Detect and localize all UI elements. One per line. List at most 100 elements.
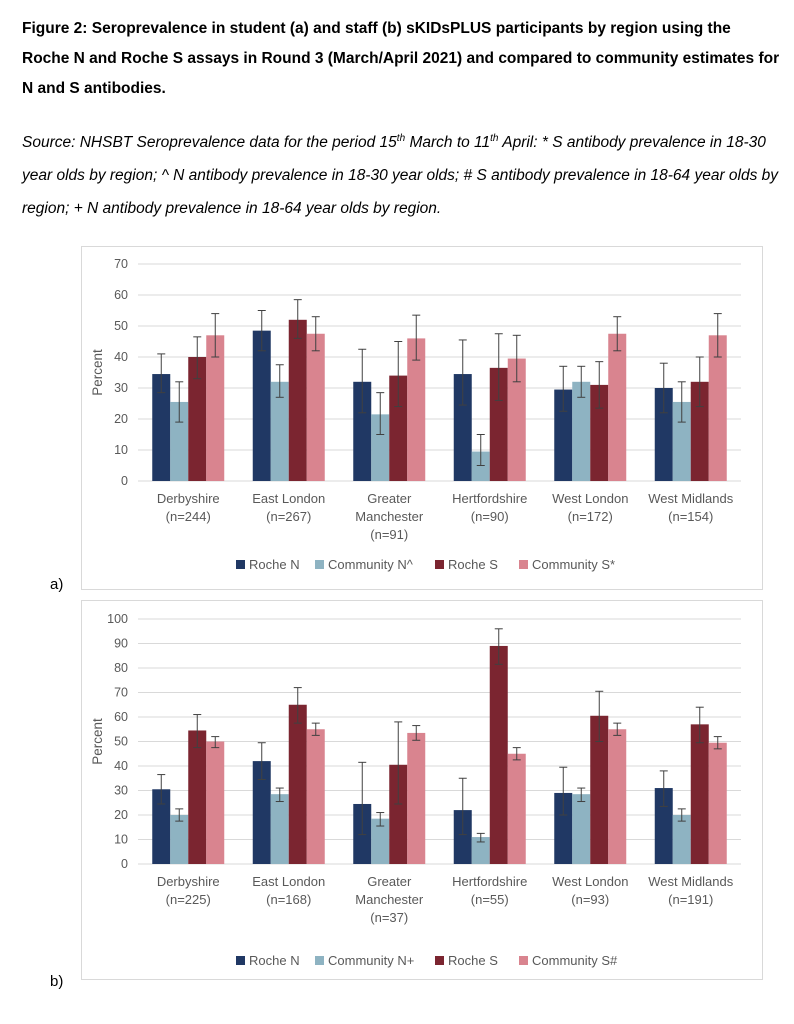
x-category-label: West Midlands xyxy=(648,491,734,506)
x-category-label: (n=191) xyxy=(668,892,713,907)
bar xyxy=(453,374,472,481)
y-tick-label: 70 xyxy=(114,257,128,271)
bar xyxy=(471,837,490,864)
legend-swatch xyxy=(519,956,528,965)
bar xyxy=(654,788,673,864)
bar xyxy=(206,335,225,481)
y-tick-label: 20 xyxy=(114,808,128,822)
x-category-label: (n=168) xyxy=(266,892,311,907)
legend-swatch xyxy=(315,956,324,965)
legend-label: Roche S xyxy=(448,557,498,572)
x-category-label: (n=91) xyxy=(370,527,408,542)
legend-swatch xyxy=(236,560,245,569)
bar xyxy=(306,333,325,481)
x-category-label: Greater xyxy=(367,874,412,889)
x-category-label: West London xyxy=(552,491,628,506)
bar xyxy=(572,794,591,864)
x-category-label: (n=244) xyxy=(166,509,211,524)
x-category-label: (n=225) xyxy=(166,892,211,907)
y-tick-label: 10 xyxy=(114,443,128,457)
y-tick-label: 90 xyxy=(114,637,128,651)
source-note-superscript-1: th xyxy=(396,132,406,144)
bar xyxy=(690,381,709,481)
x-category-label: Manchester xyxy=(355,892,424,907)
bar xyxy=(389,764,408,864)
x-category-label: Derbyshire xyxy=(157,874,220,889)
bar xyxy=(690,724,709,864)
bar xyxy=(371,818,390,864)
legend-swatch xyxy=(435,956,444,965)
bar xyxy=(152,374,171,481)
source-note-part-2: March to 11 xyxy=(405,134,491,151)
bar xyxy=(489,645,508,864)
x-category-label: Greater xyxy=(367,491,412,506)
chart-students-svg: 0 10 20 30 40 50 60 70 Percent Derbyshire (n=244) E… xyxy=(90,257,741,572)
bar xyxy=(708,335,727,481)
bar xyxy=(252,761,271,864)
x-category-label: (n=154) xyxy=(668,509,713,524)
y-tick-label: 70 xyxy=(114,686,128,700)
y-tick-label: 30 xyxy=(114,381,128,395)
bar xyxy=(590,384,609,481)
x-category-label: Hertfordshire xyxy=(452,491,527,506)
legend-swatch xyxy=(236,956,245,965)
legend-label: Community N^ xyxy=(328,557,414,572)
bar xyxy=(507,753,526,864)
bar xyxy=(590,715,609,864)
bar xyxy=(252,330,271,481)
bar xyxy=(453,810,472,864)
bar xyxy=(288,704,307,864)
x-category-label: East London xyxy=(252,874,325,889)
y-tick-label: 50 xyxy=(114,319,128,333)
panel-label-b: b) xyxy=(50,973,64,990)
bar xyxy=(471,451,490,481)
panel-label-a: a) xyxy=(50,576,64,593)
bar xyxy=(407,338,426,481)
y-tick-label: 0 xyxy=(121,474,128,488)
source-note-part-3: April: * S antibody prevalence in 18-30 … xyxy=(22,134,779,217)
bar xyxy=(672,401,691,481)
bar xyxy=(270,794,289,864)
chart-panel-students: 0 10 20 30 40 50 60 70 Percent Derbyshire (n=244) E… xyxy=(81,246,763,590)
y-tick-label: 40 xyxy=(114,759,128,773)
y-tick-label: 60 xyxy=(114,288,128,302)
bar xyxy=(389,375,408,481)
y-tick-label: 60 xyxy=(114,710,128,724)
bar xyxy=(188,357,207,481)
x-category-label: (n=93) xyxy=(571,892,609,907)
chart-panel-staff: 0 10 20 30 40 50 60 70 80 90 100 Percent Derbyshire (… xyxy=(81,600,763,980)
y-tick-label: 30 xyxy=(114,784,128,798)
y-axis-title: Percent xyxy=(90,718,105,765)
legend-label: Community S* xyxy=(532,557,615,572)
x-category-label: (n=267) xyxy=(266,509,311,524)
x-category-label: West London xyxy=(552,874,628,889)
bar xyxy=(554,792,573,864)
x-category-label: (n=55) xyxy=(471,892,509,907)
bar xyxy=(708,742,727,864)
figure-source-note: Source: NHSBT Seroprevalence data for th… xyxy=(22,126,782,225)
y-tick-label: 50 xyxy=(114,735,128,749)
bar xyxy=(353,381,372,481)
y-axis-title: Percent xyxy=(90,349,105,396)
y-tick-label: 10 xyxy=(114,833,128,847)
x-category-label: Derbyshire xyxy=(157,491,220,506)
x-category-label: East London xyxy=(252,491,325,506)
legend-label: Roche S xyxy=(448,953,498,968)
x-category-label: (n=172) xyxy=(568,509,613,524)
x-category-label: Hertfordshire xyxy=(452,874,527,889)
bar xyxy=(170,815,189,864)
y-tick-label: 0 xyxy=(121,857,128,871)
bar xyxy=(407,732,426,864)
bar xyxy=(608,333,627,481)
x-category-label: (n=37) xyxy=(370,910,408,925)
x-category-label: West Midlands xyxy=(648,874,734,889)
bar xyxy=(306,729,325,864)
bar xyxy=(672,815,691,864)
bar xyxy=(654,388,673,481)
bar xyxy=(489,367,508,481)
figure-title: Figure 2: Seroprevalence in student (a) … xyxy=(22,20,780,97)
bar xyxy=(152,789,171,864)
bar xyxy=(188,730,207,864)
y-tick-label: 80 xyxy=(114,661,128,675)
bar xyxy=(371,414,390,481)
